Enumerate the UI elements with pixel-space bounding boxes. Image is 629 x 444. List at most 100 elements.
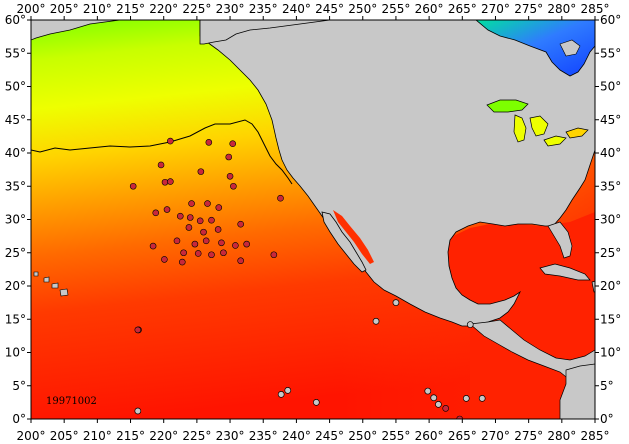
station-marker: [173, 237, 181, 245]
lon-tick-label-top: 210°: [83, 2, 112, 16]
station-marker: [161, 256, 168, 263]
great-lakes: [486, 99, 589, 147]
station-marker: [196, 217, 204, 225]
lon-tick-label-bottom: 270°: [481, 429, 510, 443]
lat-tick-label-right: 60°: [600, 13, 621, 27]
lat-tick-label-left: 25°: [5, 246, 26, 260]
lat-tick-label-left: 0°: [12, 412, 26, 426]
lon-tick-label-top: 275°: [514, 2, 543, 16]
station-marker: [202, 237, 210, 245]
lon-tick-label-top: 205°: [50, 2, 79, 16]
alaska-coast-detail: [31, 20, 121, 41]
station-marker: [185, 224, 193, 231]
station-marker: [277, 194, 284, 202]
island: [284, 387, 292, 394]
lat-tick-label-right: 5°: [600, 379, 614, 393]
lon-tick-label-bottom: 215°: [116, 429, 145, 443]
lon-tick-label-top: 220°: [149, 2, 178, 16]
lat-tick-label-left: 45°: [5, 113, 26, 127]
lat-tick-label-left: 60°: [5, 13, 26, 27]
lon-tick-label-top: 230°: [216, 2, 245, 16]
station-marker: [167, 137, 174, 145]
lat-tick-label-right: 30°: [600, 213, 621, 227]
station-marker: [188, 200, 195, 207]
lat-tick-label-left: 50°: [5, 80, 26, 94]
lat-tick-label-right: 50°: [600, 80, 621, 94]
station-marker: [157, 161, 165, 169]
station-marker: [226, 172, 234, 180]
station-marker: [214, 226, 222, 233]
lon-tick-label-top: 250°: [348, 2, 377, 16]
island: [435, 401, 442, 408]
station-markers: [129, 137, 463, 419]
lon-tick-label-bottom: 285°: [581, 429, 610, 443]
station-marker: [197, 168, 205, 175]
station-marker: [237, 220, 244, 228]
station-marker: [218, 239, 225, 247]
island: [462, 395, 470, 402]
lon-tick-label-top: 225°: [182, 2, 211, 16]
lat-tick-label-left: 40°: [5, 146, 26, 160]
lon-tick-label-bottom: 230°: [216, 429, 245, 443]
caribbean-islands: [539, 263, 595, 293]
lon-tick-label-top: 260°: [415, 2, 444, 16]
lon-tick-label-bottom: 205°: [50, 429, 79, 443]
lat-tick-label-left: 20°: [5, 279, 26, 293]
alaska-land: [199, 20, 331, 45]
station-marker: [270, 251, 278, 259]
lon-tick-label-bottom: 200°: [17, 429, 46, 443]
lon-tick-label-top: 255°: [381, 2, 410, 16]
island: [424, 387, 432, 395]
station-marker: [129, 182, 137, 190]
island: [134, 407, 142, 415]
date-label: 19971002: [46, 396, 97, 407]
lat-tick-label-right: 20°: [600, 279, 621, 293]
station-marker: [186, 214, 194, 221]
station-marker: [442, 405, 450, 412]
hawaii-islands: [33, 271, 69, 297]
station-marker: [232, 242, 239, 249]
lat-tick-label-right: 55°: [600, 46, 621, 60]
station-marker: [215, 204, 223, 211]
island: [392, 299, 400, 306]
lat-tick-label-left: 55°: [5, 46, 26, 60]
station-marker: [152, 209, 160, 217]
lon-tick-label-bottom: 235°: [249, 429, 278, 443]
station-marker: [208, 251, 215, 259]
lat-tick-label-right: 45°: [600, 113, 621, 127]
lat-tick-label-left: 15°: [5, 312, 26, 326]
lon-tick-label-top: 270°: [481, 2, 510, 16]
lat-tick-label-left: 35°: [5, 179, 26, 193]
lat-tick-label-left: 30°: [5, 213, 26, 227]
lon-tick-label-top: 245°: [315, 2, 344, 16]
lon-tick-label-bottom: 265°: [448, 429, 477, 443]
lon-tick-label-bottom: 225°: [182, 429, 211, 443]
small-islands: [134, 299, 486, 415]
lon-tick-label-top: 215°: [116, 2, 145, 16]
lon-tick-label-top: 200°: [17, 2, 46, 16]
station-marker: [230, 182, 237, 190]
island: [312, 399, 320, 406]
temperature-contour: [31, 119, 293, 185]
gulf-of-california: [333, 210, 374, 264]
lon-tick-label-top: 285°: [581, 2, 610, 16]
lon-tick-label-top: 280°: [547, 2, 576, 16]
station-marker: [176, 212, 184, 220]
station-marker: [237, 257, 244, 265]
lat-tick-label-right: 35°: [600, 179, 621, 193]
island: [277, 391, 285, 398]
station-marker: [208, 216, 215, 224]
lat-tick-label-right: 0°: [600, 412, 614, 426]
station-marker: [456, 415, 463, 419]
station-marker: [191, 240, 199, 248]
south-america: [559, 363, 595, 419]
lat-tick-label-right: 10°: [600, 346, 621, 360]
island: [430, 394, 438, 402]
station-marker: [229, 140, 237, 147]
lon-tick-label-top: 235°: [249, 2, 278, 16]
station-marker: [200, 228, 207, 236]
lat-tick-label-right: 25°: [600, 246, 621, 260]
station-marker: [167, 178, 174, 185]
station-marker: [134, 326, 142, 334]
